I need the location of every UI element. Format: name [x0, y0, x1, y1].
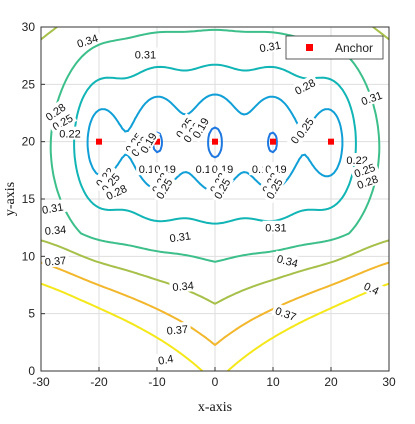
contour-label-bg	[165, 228, 195, 245]
y-tick-label: 0	[28, 364, 35, 378]
contour-label-bg	[356, 86, 387, 109]
contour-label-text: 0.34	[172, 280, 194, 294]
contour-label-bg	[132, 47, 159, 61]
contour-label-text: 0.4	[157, 353, 174, 367]
contour-label: 0.34	[41, 221, 70, 238]
contour-labels: 0.340.310.310.280.310.280.250.220.250.22…	[38, 30, 387, 368]
anchor-marker	[328, 138, 334, 145]
legend-anchor-label: Anchor	[335, 41, 373, 55]
y-tick-label: 15	[22, 192, 36, 206]
y-tick-label: 25	[22, 77, 36, 91]
contour-label-text: 0.31	[135, 50, 156, 62]
contour-label: 0.37	[41, 252, 70, 269]
x-tick-label: 30	[382, 375, 396, 389]
contour-label-bg	[343, 153, 371, 166]
contour-label: 0.31	[165, 228, 195, 245]
anchor-marker	[212, 138, 218, 145]
contour-label-bg	[38, 198, 67, 217]
contour-label: 0.34	[273, 250, 303, 271]
y-tick-label: 10	[22, 249, 36, 263]
contour-label-bg	[349, 159, 380, 181]
contour-label-text: 0.22	[59, 129, 80, 141]
contour-label-bg	[41, 252, 70, 269]
contour-label-bg	[352, 170, 383, 193]
contour-label: 0.4	[359, 277, 384, 299]
x-tick-label: -10	[148, 375, 166, 389]
contour-label-bg	[47, 109, 78, 135]
x-tick-label: 20	[324, 375, 338, 389]
contour-label-bg	[359, 277, 384, 299]
contour-label-bg	[96, 168, 124, 198]
contour-label-bg	[255, 37, 285, 55]
contour-label: 0.31	[38, 198, 67, 217]
contour-label-text: 0.31	[265, 223, 286, 235]
y-tick-label: 5	[28, 307, 35, 321]
contour-label: 0.31	[255, 37, 285, 56]
contour-label-bg	[209, 162, 236, 176]
contour-label: 0.31	[132, 47, 159, 62]
contour-label-bg	[101, 180, 132, 204]
contour-label-text: 0.37	[44, 255, 66, 269]
contour-label-text: 0.31	[259, 40, 282, 56]
anchors	[96, 138, 334, 145]
contour-label-bg	[90, 162, 119, 192]
anchor-marker	[270, 138, 276, 145]
legend-box	[285, 35, 384, 60]
contour-label-bg	[41, 221, 70, 238]
legend: Anchor	[285, 35, 384, 60]
contour-line-0_28	[73, 63, 357, 225]
y-axis-title: y-axis	[3, 182, 18, 216]
contour-label-bg	[154, 350, 177, 368]
legend-anchor-marker	[306, 44, 313, 51]
contour-label-bg	[72, 30, 102, 51]
contour-label-bg	[262, 220, 290, 234]
contour-label-text: 0.31	[169, 230, 192, 245]
contour-label-bg	[40, 98, 70, 125]
contour-label-text: 0.34	[275, 253, 299, 270]
contour-label-text: 0.37	[166, 324, 188, 338]
ticks: -30 -20 -10 0 10 20 30 0 5 10 15 20 25 30	[22, 20, 396, 389]
contour-label: 0.4	[154, 350, 177, 368]
contour-label: 0.22	[56, 126, 84, 141]
contour-label-bg	[261, 173, 287, 204]
contour-label-bg	[271, 302, 301, 324]
contour-label-bg	[163, 321, 192, 337]
contour-label: 0.34	[169, 277, 197, 294]
contour-label-bg	[209, 173, 234, 204]
contour-label-bg	[273, 250, 303, 271]
contour-label-bg	[169, 277, 197, 294]
contour-label-bg	[289, 74, 320, 99]
x-tick-label: -20	[90, 375, 108, 389]
anchor-marker	[96, 138, 102, 145]
contour-label-bg	[291, 112, 318, 143]
contour-label: 0.31	[262, 220, 290, 235]
contour-line-0_37	[41, 261, 389, 346]
contour-label-bg	[151, 173, 176, 204]
contour-label: 0.37	[163, 321, 192, 338]
contour-label-bg	[135, 127, 161, 158]
y-tick-label: 30	[22, 20, 36, 34]
x-tick-label: -30	[32, 375, 50, 389]
contour-label-bg	[187, 112, 213, 143]
contour-label-text: 0.34	[44, 224, 66, 238]
anchor-marker	[154, 138, 160, 145]
y-tick-label: 20	[22, 135, 36, 149]
x-tick-label: 0	[212, 375, 219, 389]
contour-label-text: 0.31	[41, 201, 64, 217]
x-tick-label: 10	[266, 375, 280, 389]
contour-label-bg	[170, 112, 197, 143]
contour-line-0_31	[49, 28, 381, 263]
contour-label-text: 0.4	[362, 281, 381, 298]
x-axis-title: x-axis	[198, 400, 232, 415]
contour-label-bg	[56, 126, 84, 140]
